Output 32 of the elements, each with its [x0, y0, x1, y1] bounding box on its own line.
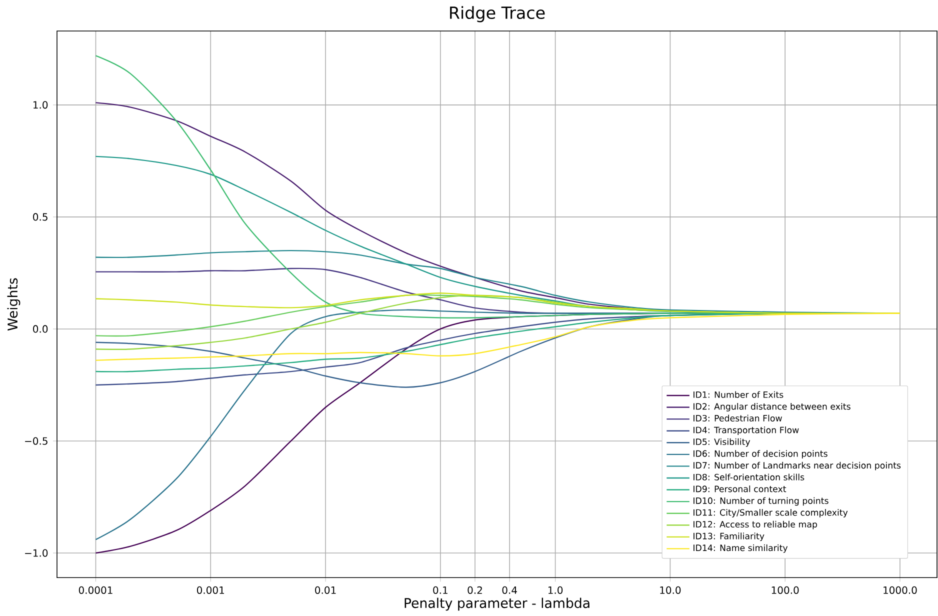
- legend-label: ID1: Number of Exits: [694, 391, 784, 398]
- x-tick-label: 10.0: [660, 586, 681, 594]
- legend-label: ID8: Self-orientation skills: [694, 474, 804, 481]
- legend-label: ID14: Name similarity: [694, 544, 788, 553]
- x-tick-label: 0.0001: [78, 586, 112, 594]
- legend-label: ID3: Pedestrian Flow: [694, 414, 782, 422]
- chart-title: Ridge Trace: [450, 6, 545, 22]
- y-axis-title: Weights: [7, 278, 20, 331]
- x-axis-title: Penalty parameter - lambda: [404, 598, 590, 611]
- legend-label: ID11: City/Smaller scale complexity: [694, 509, 848, 518]
- x-tick-label: 100.0: [772, 586, 799, 594]
- x-tick-label: 0.1: [433, 586, 448, 594]
- y-tick-label: 1.0: [33, 101, 48, 109]
- legend-label: ID7: Number of Landmarks near decision points: [694, 462, 901, 470]
- legend-label: ID6: Number of decision points: [694, 450, 828, 459]
- y-tick-label: −0.5: [25, 437, 48, 445]
- legend-label: ID9: Personal context: [694, 486, 786, 492]
- y-tick-label: −1.0: [25, 549, 48, 557]
- x-tick-label: 0.001: [196, 586, 224, 594]
- x-tick-label: 0.01: [315, 586, 336, 594]
- legend-label: ID10: Number of turning points: [694, 497, 828, 506]
- x-tick-label: 1000.0: [884, 586, 917, 594]
- x-tick-label: 0.2: [468, 586, 482, 594]
- x-tick-label: 1.0: [548, 586, 563, 594]
- x-tick-label: 0.4: [502, 586, 517, 594]
- legend-label: ID13: Familiarity: [694, 532, 764, 542]
- y-tick-label: 0.5: [33, 213, 48, 221]
- legend-label: ID5: Visibility: [694, 438, 750, 447]
- legend-label: ID12: Access to reliable map: [694, 521, 818, 530]
- legend-label: ID2: Angular distance between exits: [694, 403, 850, 412]
- legend-label: ID4: Transportation Flow: [694, 426, 799, 436]
- y-tick-label: 0.0: [33, 325, 48, 333]
